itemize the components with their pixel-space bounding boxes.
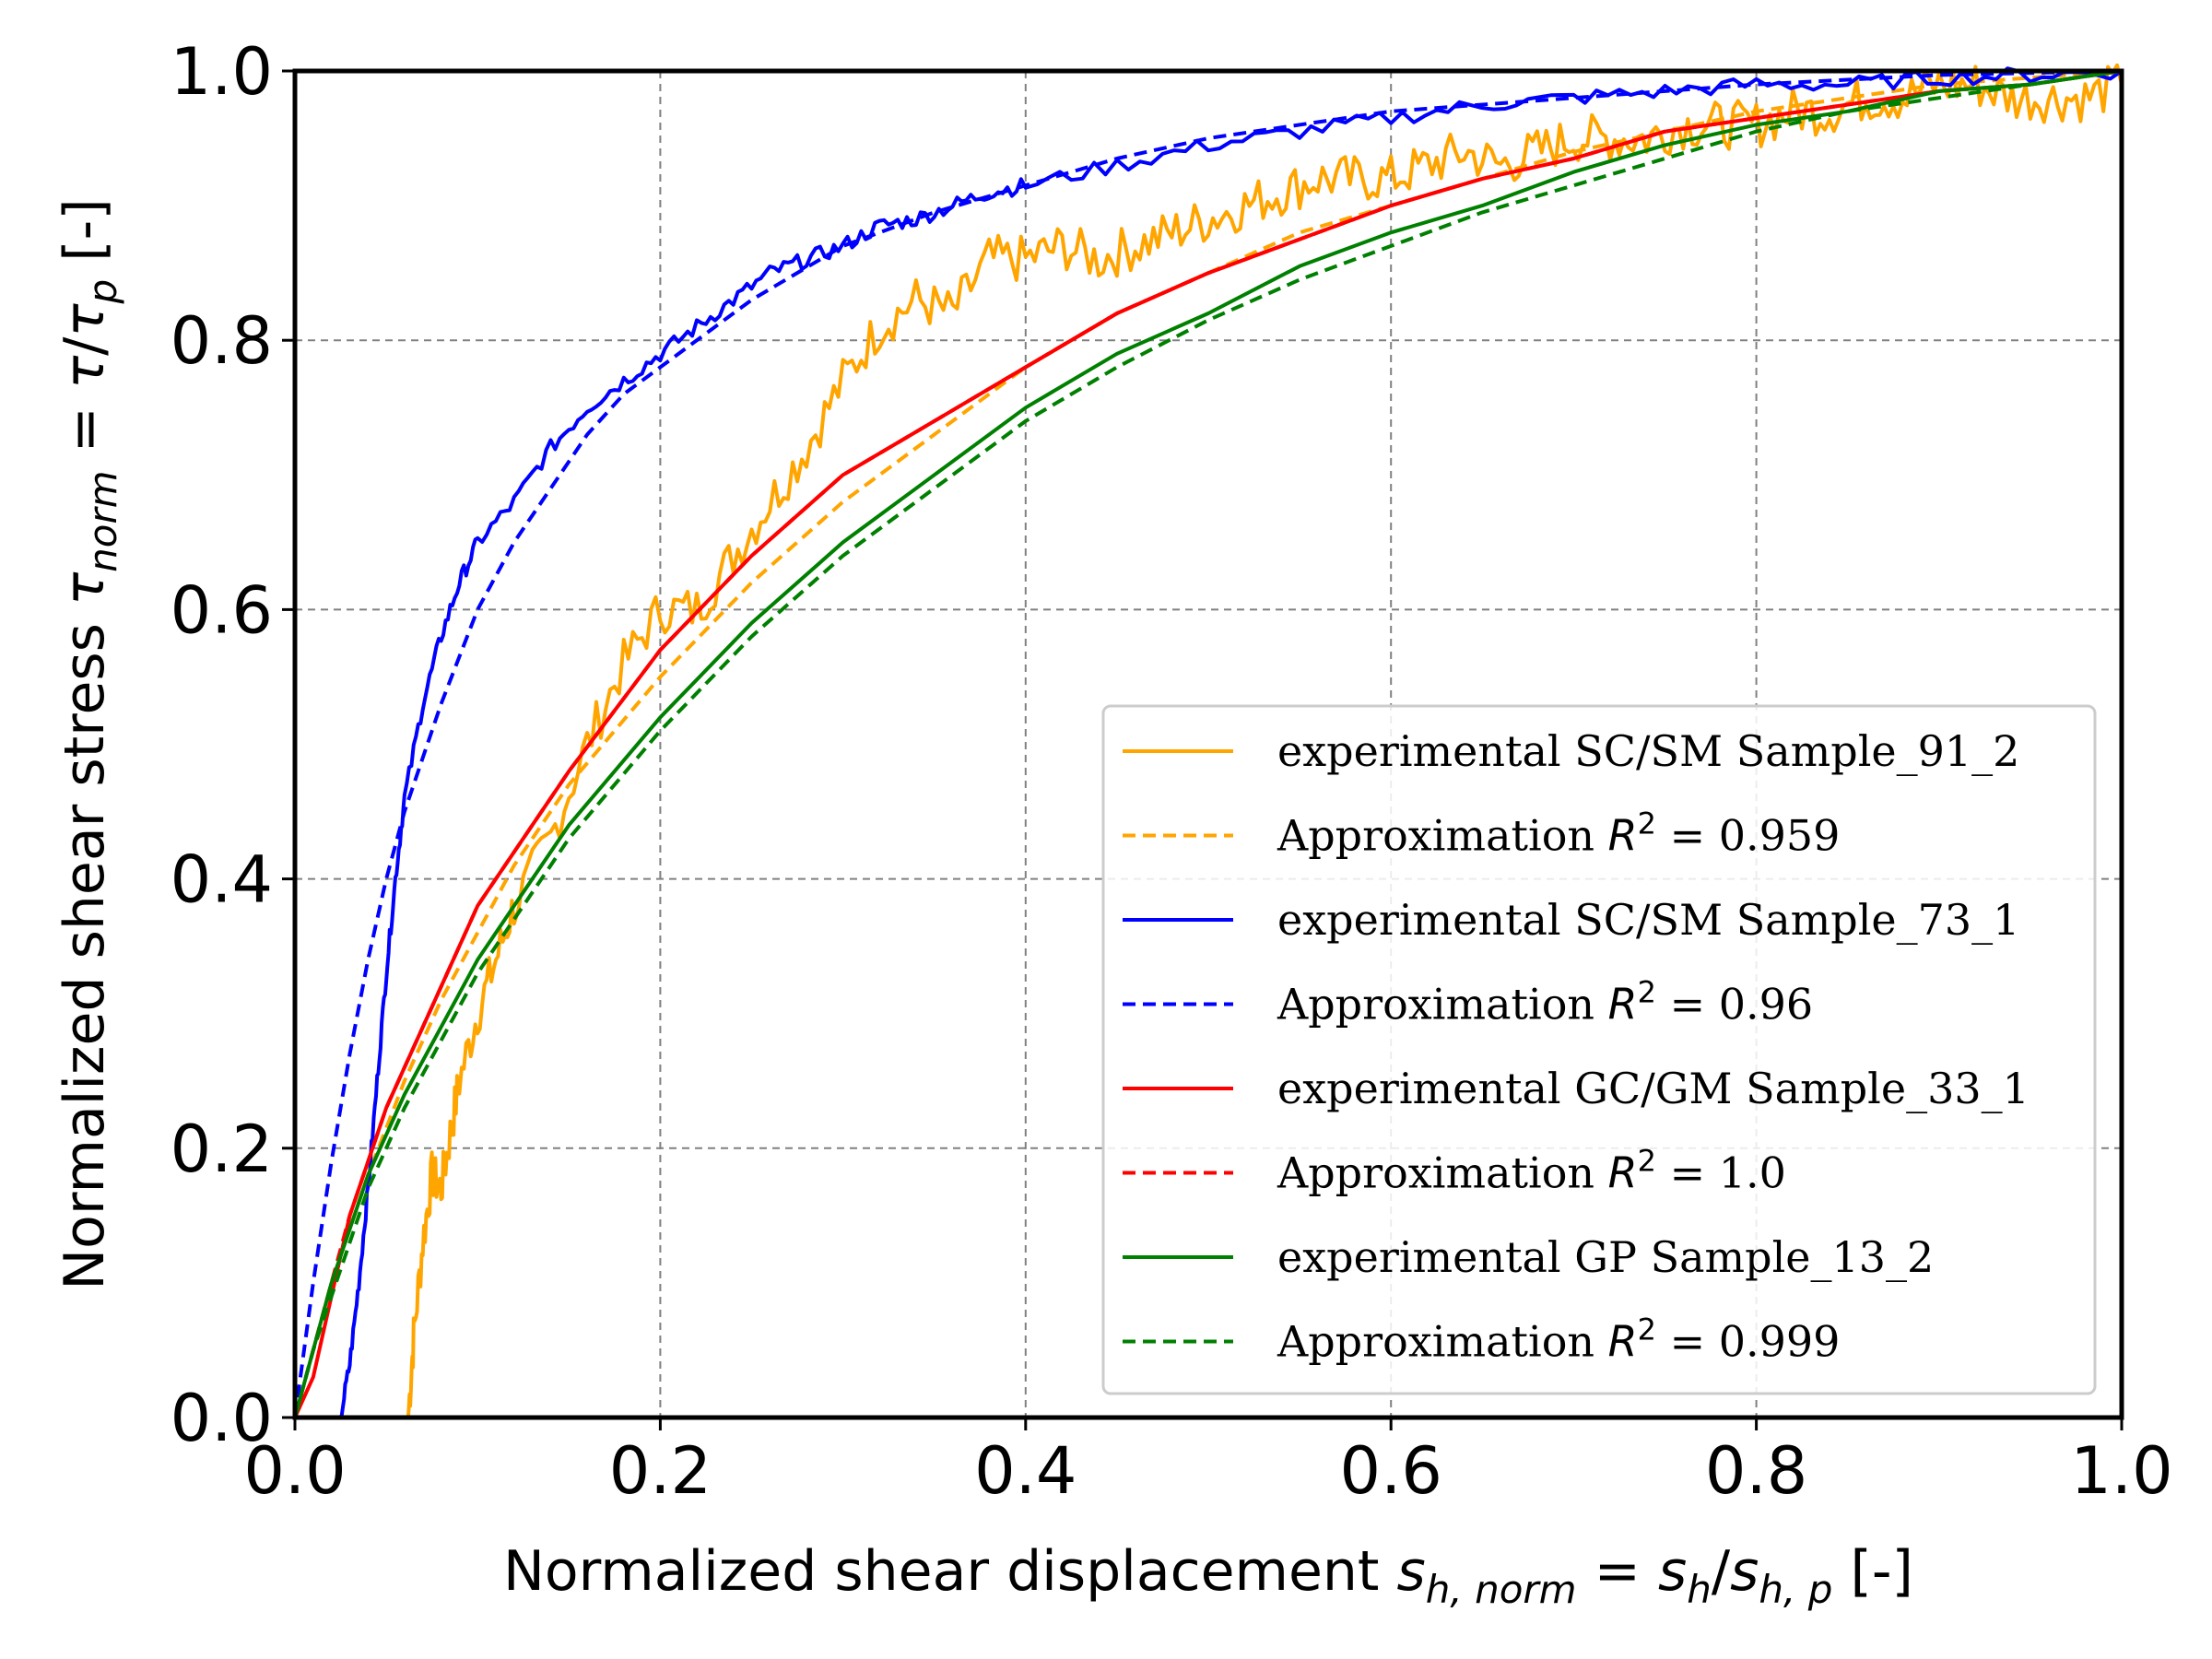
plot-frame xyxy=(292,68,2124,1420)
legend-label-4: Approximation R2 = 0.96 xyxy=(1277,975,1813,1030)
y-tick-label: 1.0 xyxy=(171,34,273,110)
x-tick-label: 0.6 xyxy=(1340,1433,1442,1509)
y-axis-label: Normalized shear stress τnorm = τ/τp [-] xyxy=(53,198,125,1289)
legend-label-1: experimental SC/SM Sample_91_2 xyxy=(1277,726,2019,776)
series-line-3 xyxy=(338,66,2124,1418)
axis-ticks: 0.0 0.2 0.4 0.6 0.8 1.0 0.0 0.2 0.4 0.6 0.8 1.0 xyxy=(171,34,2173,1509)
legend-label-5: experimental GC/GM Sample_33_1 xyxy=(1277,1064,2030,1113)
x-axis-label: Normalized shear displacement sh, norm =… xyxy=(503,1539,1913,1612)
y-tick-label: 0.4 xyxy=(171,842,273,918)
x-tick-label: 0.4 xyxy=(974,1433,1077,1509)
legend-label-8: Approximation R2 = 0.999 xyxy=(1277,1312,1840,1367)
series-line-2 xyxy=(293,69,2123,1418)
y-tick-label: 0.0 xyxy=(171,1381,273,1456)
legend-label-7: experimental GP Sample_13_2 xyxy=(1277,1232,1934,1282)
x-tick-label: 0.8 xyxy=(1705,1433,1807,1509)
legend-label-6: Approximation R2 = 1.0 xyxy=(1277,1144,1786,1198)
series-lines xyxy=(293,63,2124,1418)
y-tick-label: 0.6 xyxy=(171,572,273,648)
x-tick-label: 1.0 xyxy=(2070,1433,2172,1509)
legend-label-3: experimental SC/SM Sample_73_1 xyxy=(1277,895,2019,945)
y-tick-label: 0.2 xyxy=(171,1112,273,1187)
series-line-8 xyxy=(293,69,2123,1418)
legend-label-2: Approximation R2 = 0.959 xyxy=(1277,806,1840,861)
series-line-7 xyxy=(293,69,2123,1418)
legend: experimental SC/SM Sample_91_2 Approximat… xyxy=(1101,704,2097,1395)
series-line-6 xyxy=(293,69,2123,1418)
legend-box xyxy=(1101,704,2097,1395)
x-tick-label: 0.0 xyxy=(243,1433,346,1509)
y-tick-label: 0.8 xyxy=(171,303,273,379)
x-tick-label: 0.2 xyxy=(609,1433,712,1509)
